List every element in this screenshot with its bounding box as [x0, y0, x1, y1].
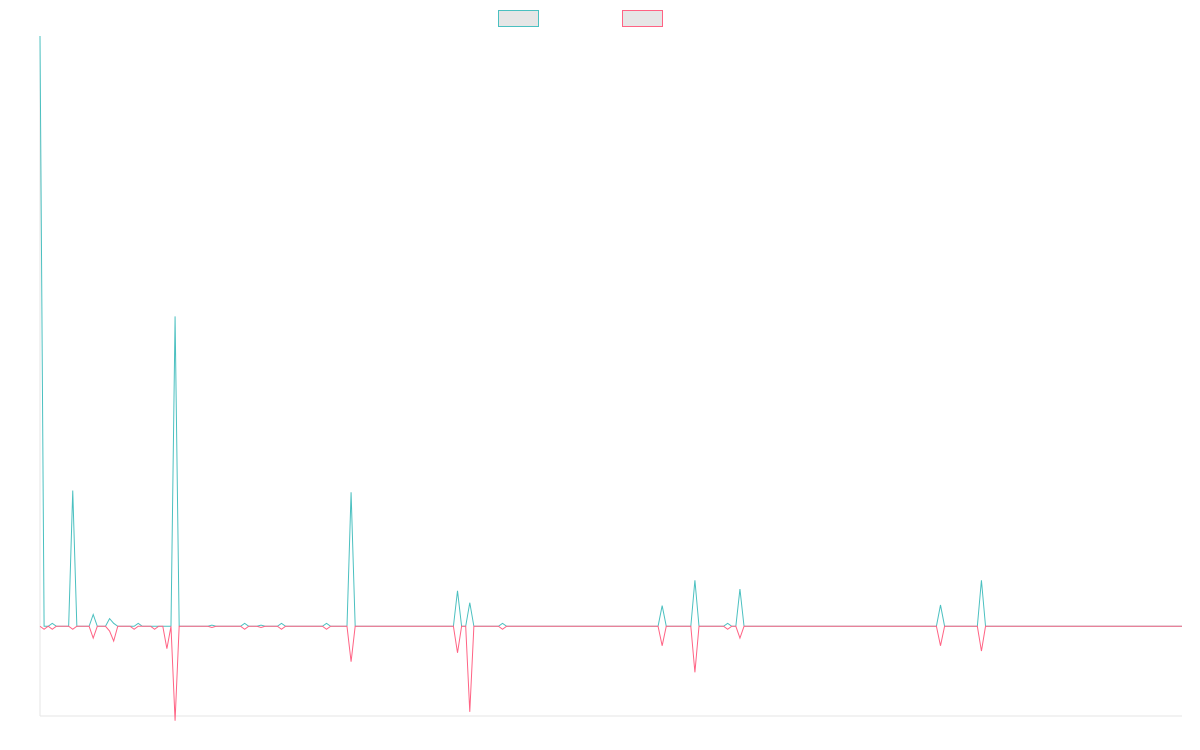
legend-swatch-1[interactable]: [498, 10, 539, 27]
plot-area: [39, 35, 1182, 721]
series-line-2: [39, 625, 1182, 721]
axes: [39, 36, 1182, 717]
legend-item-1[interactable]: [498, 10, 539, 27]
legend-swatch-2[interactable]: [622, 10, 663, 27]
legend: [498, 10, 663, 27]
series-line-1: [39, 35, 1182, 627]
legend-item-2[interactable]: [622, 10, 663, 27]
